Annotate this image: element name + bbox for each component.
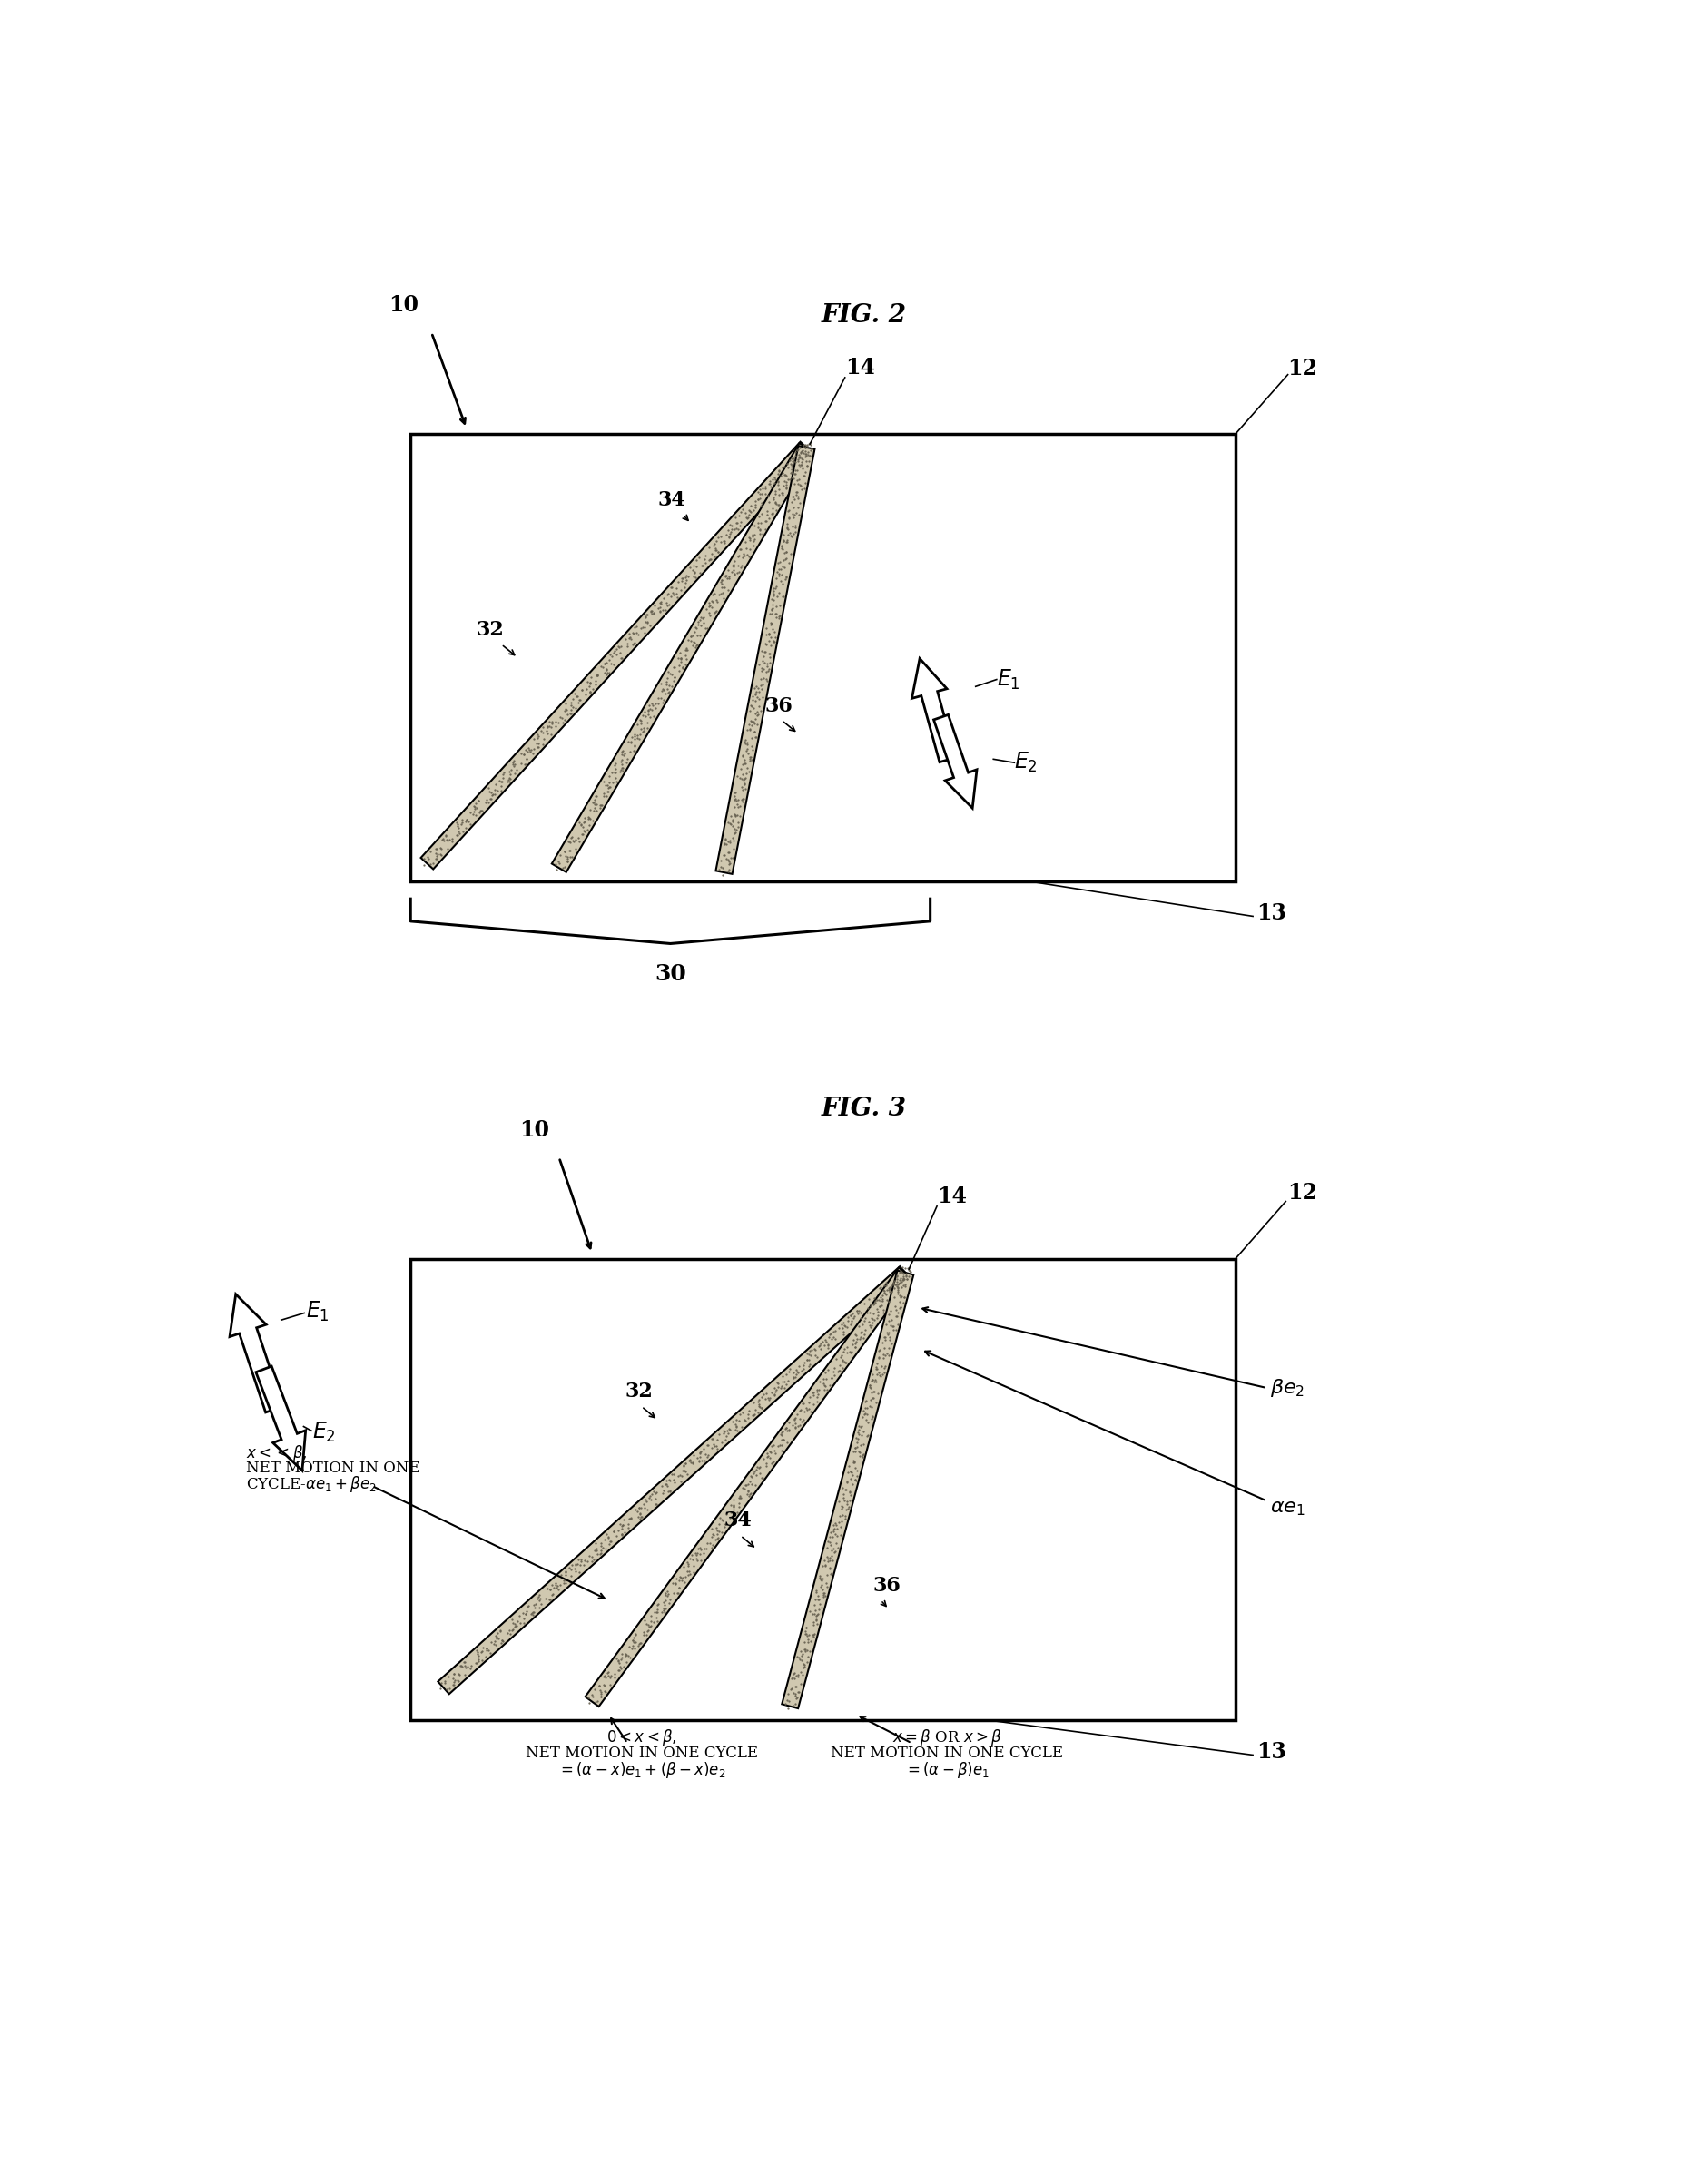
Polygon shape — [229, 1295, 283, 1413]
Text: $E_1$: $E_1$ — [305, 1299, 328, 1324]
Text: 14: 14 — [936, 1186, 967, 1208]
Text: $\beta e_2$: $\beta e_2$ — [1270, 1378, 1305, 1398]
Text: 13: 13 — [1256, 1741, 1285, 1762]
Text: $0 < x < \beta,$: $0 < x < \beta,$ — [606, 1728, 677, 1747]
Text: $x<<\beta,$: $x<<\beta,$ — [246, 1444, 308, 1463]
Text: NET MOTION IN ONE CYCLE: NET MOTION IN ONE CYCLE — [525, 1745, 758, 1760]
Text: $E_2$: $E_2$ — [1014, 751, 1037, 775]
Polygon shape — [421, 441, 812, 869]
Text: 32: 32 — [477, 620, 504, 640]
Text: FIG. 3: FIG. 3 — [820, 1096, 906, 1120]
Text: $E_2$: $E_2$ — [313, 1420, 335, 1444]
Text: NET MOTION IN ONE CYCLE: NET MOTION IN ONE CYCLE — [830, 1745, 1063, 1760]
Bar — [411, 435, 1234, 882]
Polygon shape — [781, 1271, 913, 1708]
Text: $= (\alpha-\beta)e_1$: $= (\alpha-\beta)e_1$ — [904, 1760, 989, 1780]
Polygon shape — [256, 1367, 305, 1470]
Polygon shape — [716, 446, 815, 874]
Polygon shape — [584, 1267, 911, 1706]
Bar — [411, 1258, 1234, 1721]
Polygon shape — [933, 714, 977, 808]
Text: FIG. 2: FIG. 2 — [820, 304, 906, 328]
Polygon shape — [438, 1267, 911, 1695]
Polygon shape — [911, 660, 955, 762]
Text: 14: 14 — [844, 356, 874, 378]
Text: 36: 36 — [872, 1575, 899, 1597]
Text: 13: 13 — [1256, 902, 1285, 924]
Text: 32: 32 — [625, 1382, 653, 1402]
Text: 10: 10 — [519, 1118, 549, 1140]
Text: CYCLE-$\alpha e_1+\beta e_2$: CYCLE-$\alpha e_1+\beta e_2$ — [246, 1474, 377, 1494]
Text: $\alpha e_1$: $\alpha e_1$ — [1270, 1498, 1305, 1518]
Text: 36: 36 — [765, 697, 793, 716]
Text: 12: 12 — [1287, 358, 1317, 380]
Text: 10: 10 — [389, 295, 418, 317]
Text: 30: 30 — [655, 963, 685, 985]
Text: 34: 34 — [724, 1511, 751, 1531]
Text: $= (\alpha-x)e_1+(\beta-x)e_2$: $= (\alpha-x)e_1+(\beta-x)e_2$ — [557, 1760, 726, 1780]
Text: NET MOTION IN ONE: NET MOTION IN ONE — [246, 1461, 419, 1476]
Polygon shape — [551, 443, 813, 871]
Text: 34: 34 — [658, 489, 685, 511]
Text: 12: 12 — [1287, 1182, 1317, 1203]
Text: $E_1$: $E_1$ — [995, 668, 1019, 692]
Text: $x = \beta$ OR $x>\beta$: $x = \beta$ OR $x>\beta$ — [891, 1728, 1000, 1747]
